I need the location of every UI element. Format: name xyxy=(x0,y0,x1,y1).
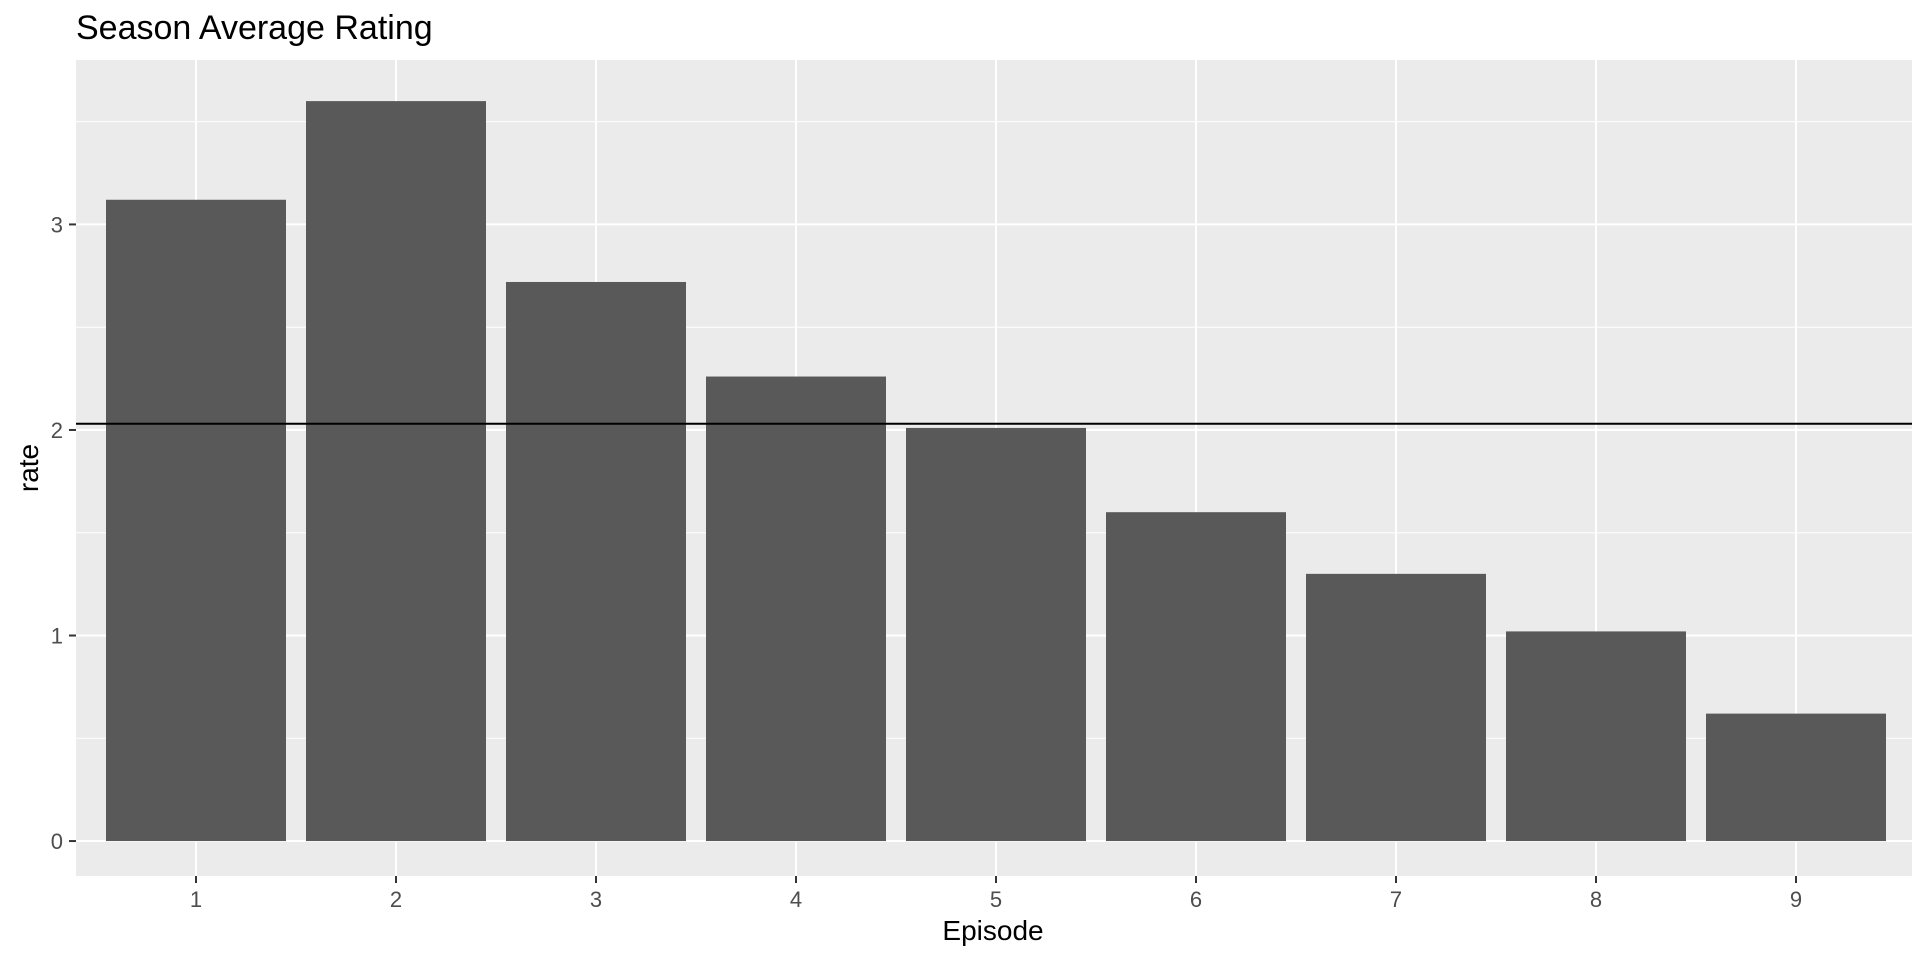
bar-episode-6 xyxy=(1106,512,1286,842)
bar-episode-3 xyxy=(506,281,686,842)
x-axis-title: Episode xyxy=(942,915,1043,946)
y-tick-label: 1 xyxy=(51,624,63,649)
x-tick-label: 9 xyxy=(1790,887,1802,912)
bar-episode-1 xyxy=(106,199,286,842)
chart-title: Season Average Rating xyxy=(76,9,433,47)
x-axis-ticks: 1 2 3 4 5 6 7 8 9 xyxy=(190,876,1802,912)
x-tick-label: 5 xyxy=(990,887,1002,912)
x-tick-label: 4 xyxy=(790,887,802,912)
x-tick-label: 7 xyxy=(1390,887,1402,912)
y-tick-label: 3 xyxy=(51,212,63,237)
y-axis-title: rate xyxy=(13,444,44,492)
x-tick-label: 2 xyxy=(390,887,402,912)
bar-episode-7 xyxy=(1306,573,1486,842)
x-tick-label: 6 xyxy=(1190,887,1202,912)
bar-episode-8 xyxy=(1506,631,1686,842)
y-tick-label: 2 xyxy=(51,418,63,443)
y-tick-label: 0 xyxy=(51,829,63,854)
bar-episode-2 xyxy=(306,101,486,842)
bars xyxy=(106,101,1886,842)
x-tick-label: 3 xyxy=(590,887,602,912)
bar-episode-9 xyxy=(1706,713,1886,842)
x-tick-label: 8 xyxy=(1590,887,1602,912)
y-axis-ticks: 0 1 2 3 xyxy=(51,212,76,854)
x-tick-label: 1 xyxy=(190,887,202,912)
bar-episode-5 xyxy=(906,427,1086,842)
bar-episode-4 xyxy=(706,376,886,842)
